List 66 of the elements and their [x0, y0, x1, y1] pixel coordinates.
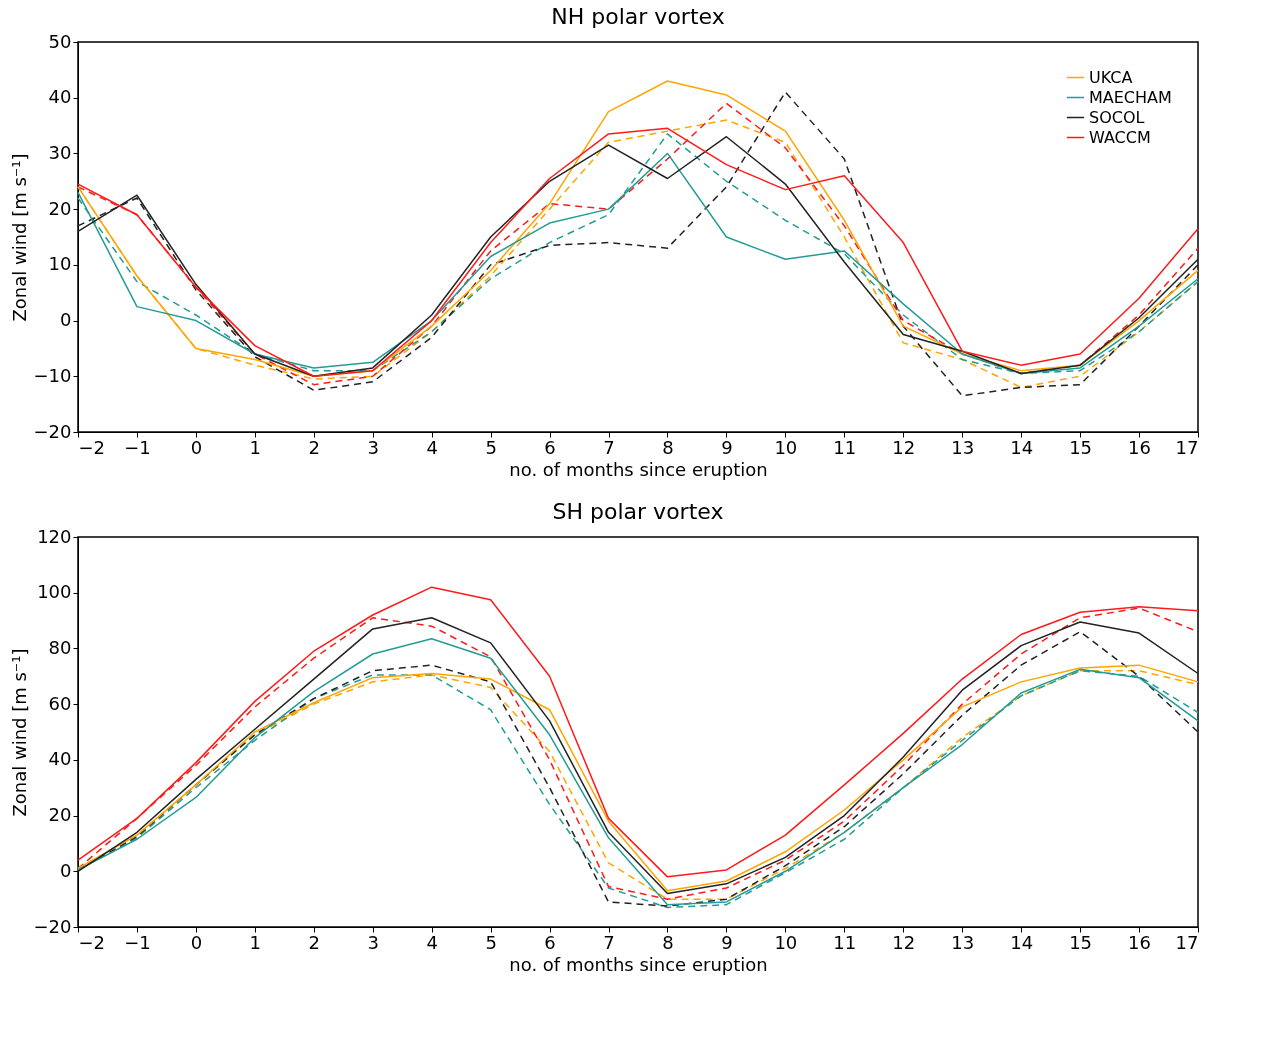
x-axis-title: no. of months since eruption: [509, 953, 768, 975]
x-tick-label: 15: [1069, 931, 1093, 953]
x-tick-label: 17: [1175, 436, 1199, 458]
y-tick-label: 50: [48, 30, 72, 52]
x-tick-label: 9: [721, 931, 733, 953]
x-tick-label: 13: [951, 931, 975, 953]
x-tick-label: 0: [190, 931, 203, 953]
x-tick-label: 1: [249, 931, 262, 953]
x-tick-label: 3: [367, 931, 379, 953]
y-tick-label: 40: [48, 86, 72, 108]
legend-label: SOCOL: [1089, 107, 1145, 127]
y-tick-label: 10: [48, 253, 72, 275]
x-tick-label: 15: [1069, 436, 1093, 458]
y-tick-label: 30: [48, 141, 72, 163]
y-tick-label: 20: [48, 804, 72, 826]
x-tick-label: 0: [190, 436, 203, 458]
y-tick-label: −20: [33, 915, 72, 937]
x-tick-label: 9: [721, 436, 733, 458]
x-axis-title: no. of months since eruption: [509, 458, 768, 480]
y-tick-label: 60: [48, 692, 72, 714]
x-tick-label: 16: [1128, 931, 1152, 953]
x-tick-label: −2: [78, 436, 106, 458]
chart-title: SH polar vortex: [552, 499, 724, 524]
x-tick-label: 7: [603, 931, 615, 953]
x-tick-label: 10: [774, 931, 798, 953]
x-tick-label: 13: [951, 436, 975, 458]
x-tick-label: 3: [367, 436, 379, 458]
x-tick-label: 6: [544, 436, 556, 458]
y-tick-label: 20: [48, 197, 72, 219]
x-tick-label: −1: [124, 436, 151, 458]
x-tick-label: 12: [892, 931, 916, 953]
x-tick-label: 4: [426, 436, 438, 458]
x-tick-label: 4: [426, 931, 438, 953]
x-tick-label: 11: [833, 436, 857, 458]
y-tick-label: −20: [33, 420, 72, 442]
x-tick-label: 5: [485, 931, 497, 953]
legend-label: UKCA: [1089, 67, 1133, 87]
y-axis-title: Zonal wind [m s⁻¹]: [8, 153, 30, 322]
x-tick-label: 14: [1010, 436, 1034, 458]
x-tick-label: 10: [774, 436, 798, 458]
x-tick-label: 8: [662, 436, 674, 458]
x-tick-label: 2: [308, 436, 321, 458]
y-tick-label: −10: [33, 364, 72, 386]
y-tick-label: 80: [48, 636, 72, 658]
chart-title: NH polar vortex: [551, 4, 725, 29]
x-tick-label: 8: [662, 931, 674, 953]
legend-label: MAECHAM: [1089, 87, 1172, 107]
x-tick-label: 2: [308, 931, 321, 953]
legend-label: WACCM: [1089, 127, 1151, 147]
y-tick-label: 100: [37, 581, 72, 603]
x-tick-label: 11: [833, 931, 857, 953]
x-tick-label: 14: [1010, 931, 1034, 953]
x-tick-label: 1: [249, 436, 262, 458]
x-tick-label: 7: [603, 436, 615, 458]
y-tick-label: 40: [48, 748, 72, 770]
x-tick-label: 6: [544, 931, 556, 953]
x-tick-label: 17: [1175, 931, 1199, 953]
x-tick-label: −2: [78, 931, 106, 953]
y-tick-label: 120: [37, 525, 72, 547]
y-tick-label: 0: [60, 309, 72, 331]
x-tick-label: −1: [124, 931, 151, 953]
x-tick-label: 5: [485, 436, 497, 458]
y-axis-title: Zonal wind [m s⁻¹]: [8, 648, 30, 817]
y-tick-label: 0: [60, 859, 72, 881]
x-tick-label: 16: [1128, 436, 1152, 458]
x-tick-label: 12: [892, 436, 916, 458]
